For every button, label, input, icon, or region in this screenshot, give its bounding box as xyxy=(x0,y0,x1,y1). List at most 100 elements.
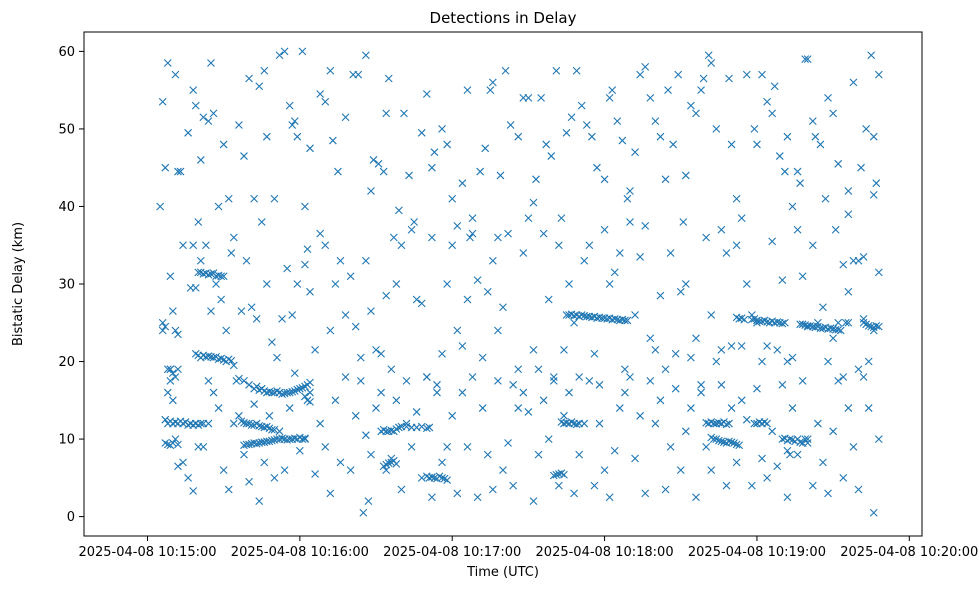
detection-marker xyxy=(849,78,858,87)
detection-marker xyxy=(585,241,594,250)
detection-marker xyxy=(773,462,782,471)
detection-marker xyxy=(463,442,472,451)
detection-marker xyxy=(636,252,645,261)
detection-marker xyxy=(836,326,845,335)
detection-marker xyxy=(214,404,223,412)
detection-marker xyxy=(250,194,259,203)
detection-marker xyxy=(204,117,213,126)
detection-marker xyxy=(341,311,350,319)
detection-marker xyxy=(552,470,561,479)
detection-marker xyxy=(831,225,840,234)
detection-marker xyxy=(412,295,421,304)
x-tick-label: 2025-04-08 10:19:00 xyxy=(688,545,826,560)
detection-marker xyxy=(265,437,274,446)
detection-marker xyxy=(174,365,182,374)
detection-marker xyxy=(747,481,756,490)
detection-marker xyxy=(290,369,299,378)
detection-marker xyxy=(587,132,596,141)
detection-marker xyxy=(306,287,314,296)
detection-marker xyxy=(669,140,678,149)
detection-marker xyxy=(285,388,294,397)
detection-marker xyxy=(387,426,396,435)
detection-marker xyxy=(608,86,617,95)
detection-marker xyxy=(740,315,749,324)
detection-marker xyxy=(306,378,314,387)
detection-marker xyxy=(725,437,733,446)
detection-marker xyxy=(621,365,629,374)
detection-marker xyxy=(544,435,553,443)
detection-marker xyxy=(600,175,609,184)
detection-marker xyxy=(514,404,523,412)
detection-marker xyxy=(176,167,185,176)
detection-marker xyxy=(425,423,434,432)
detection-marker xyxy=(207,59,215,67)
detection-marker xyxy=(311,346,319,354)
detection-marker xyxy=(255,82,264,91)
detection-marker xyxy=(819,458,827,467)
detection-marker xyxy=(834,159,843,168)
detection-marker xyxy=(356,377,365,385)
detection-marker xyxy=(245,477,253,486)
detection-marker xyxy=(463,86,472,95)
detection-marker xyxy=(615,404,624,412)
detection-marker xyxy=(722,481,731,490)
detection-marker xyxy=(237,307,246,316)
detection-marker xyxy=(336,458,345,467)
detection-marker xyxy=(326,66,335,75)
detection-marker xyxy=(293,385,302,394)
detection-marker xyxy=(666,442,675,451)
detection-marker xyxy=(844,210,853,219)
detection-marker xyxy=(410,218,419,226)
detection-marker xyxy=(359,508,368,517)
x-tick-label: 2025-04-08 10:20:00 xyxy=(840,545,978,560)
detection-marker xyxy=(862,125,871,133)
detection-marker xyxy=(544,295,553,304)
detection-marker xyxy=(168,369,177,378)
detection-marker xyxy=(778,435,787,443)
detection-marker xyxy=(161,322,170,331)
detection-marker xyxy=(821,194,830,203)
detection-marker xyxy=(618,136,627,145)
x-tick-label: 2025-04-08 10:16:00 xyxy=(231,545,369,560)
detection-marker xyxy=(712,125,721,133)
detection-marker xyxy=(242,256,251,265)
detection-marker xyxy=(514,132,523,141)
detection-marker xyxy=(692,493,700,502)
detection-marker xyxy=(156,202,165,211)
detection-marker xyxy=(301,434,309,443)
detection-marker xyxy=(567,113,576,122)
detection-marker xyxy=(268,436,276,445)
detection-marker xyxy=(758,357,766,366)
detection-marker xyxy=(158,97,167,106)
detection-marker xyxy=(361,51,370,60)
detection-marker xyxy=(864,321,873,330)
detection-marker xyxy=(240,152,248,160)
detection-marker xyxy=(168,439,177,447)
detection-marker xyxy=(494,377,502,385)
detection-marker xyxy=(610,315,619,323)
detection-marker xyxy=(331,280,340,288)
detection-marker xyxy=(161,163,170,172)
detection-marker xyxy=(768,427,777,436)
detection-marker xyxy=(542,140,551,149)
detection-marker xyxy=(626,187,634,195)
detection-marker xyxy=(174,330,182,339)
detection-marker xyxy=(727,342,736,350)
detection-marker xyxy=(382,291,391,300)
y-tick-label: 60 xyxy=(58,45,75,60)
detection-marker xyxy=(219,140,228,149)
detection-marker xyxy=(392,460,401,468)
detection-marker xyxy=(681,171,690,180)
detection-marker xyxy=(681,280,690,288)
detection-marker xyxy=(872,179,881,188)
detection-marker xyxy=(374,159,383,168)
detection-marker xyxy=(753,140,761,149)
detection-marker xyxy=(570,489,578,498)
detection-marker xyxy=(641,489,650,498)
detection-marker xyxy=(217,272,226,281)
detection-marker xyxy=(813,419,822,428)
detection-marker xyxy=(275,427,284,436)
detection-marker xyxy=(600,466,609,474)
detection-marker xyxy=(844,404,853,412)
x-axis-title: Time (UTC) xyxy=(466,565,539,580)
